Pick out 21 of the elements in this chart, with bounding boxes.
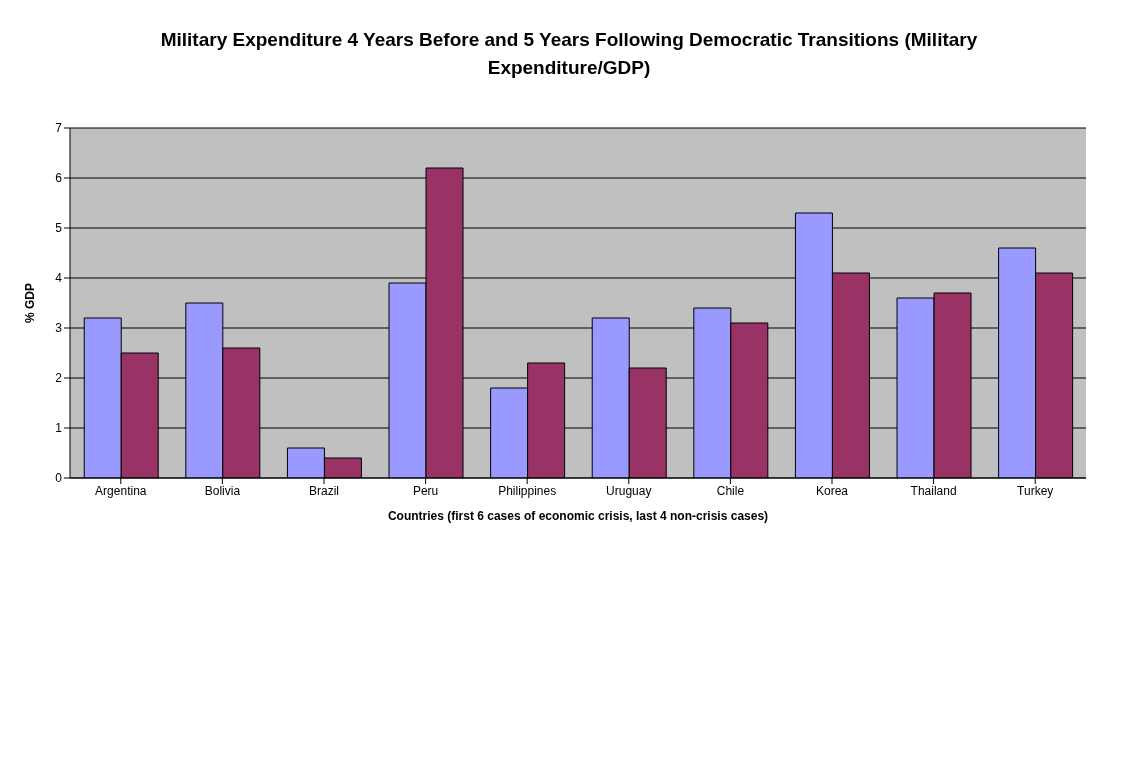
x-tick-label: Brazil (308, 483, 340, 498)
x-tick-label: Philippines (498, 483, 557, 498)
y-tick-label: 7 (55, 121, 63, 136)
y-tick-label: 0 (55, 471, 63, 486)
x-tick-label: Peru (412, 483, 439, 498)
y-tick-label: 6 (55, 171, 63, 186)
y-tick-label: 2 (55, 371, 63, 386)
x-tick-label: Thailand (910, 483, 957, 498)
y-tick-label: 5 (55, 221, 63, 236)
x-axis-title: Countries (first 6 cases of economic crisis, last 4 non-crisis cases) (387, 509, 769, 523)
x-tick-label: Bolivia (204, 483, 241, 498)
x-tick-label: Argentina (95, 483, 147, 498)
y-tick-label: 3 (55, 321, 63, 336)
chart-title: Military Expenditure 4 Years Before and 5 Years Following Democratic Transitions (Military Expenditure/GDP) (159, 28, 979, 80)
y-axis-title: % GDP (23, 282, 38, 324)
y-tick-label: 1 (55, 421, 63, 436)
x-tick-label: Korea (815, 483, 849, 498)
x-tick-label: Turkey (1017, 483, 1054, 498)
x-tick-label: Chile (716, 483, 745, 498)
x-tick-label: Uruguay (606, 483, 652, 498)
y-tick-label: 4 (55, 271, 63, 286)
